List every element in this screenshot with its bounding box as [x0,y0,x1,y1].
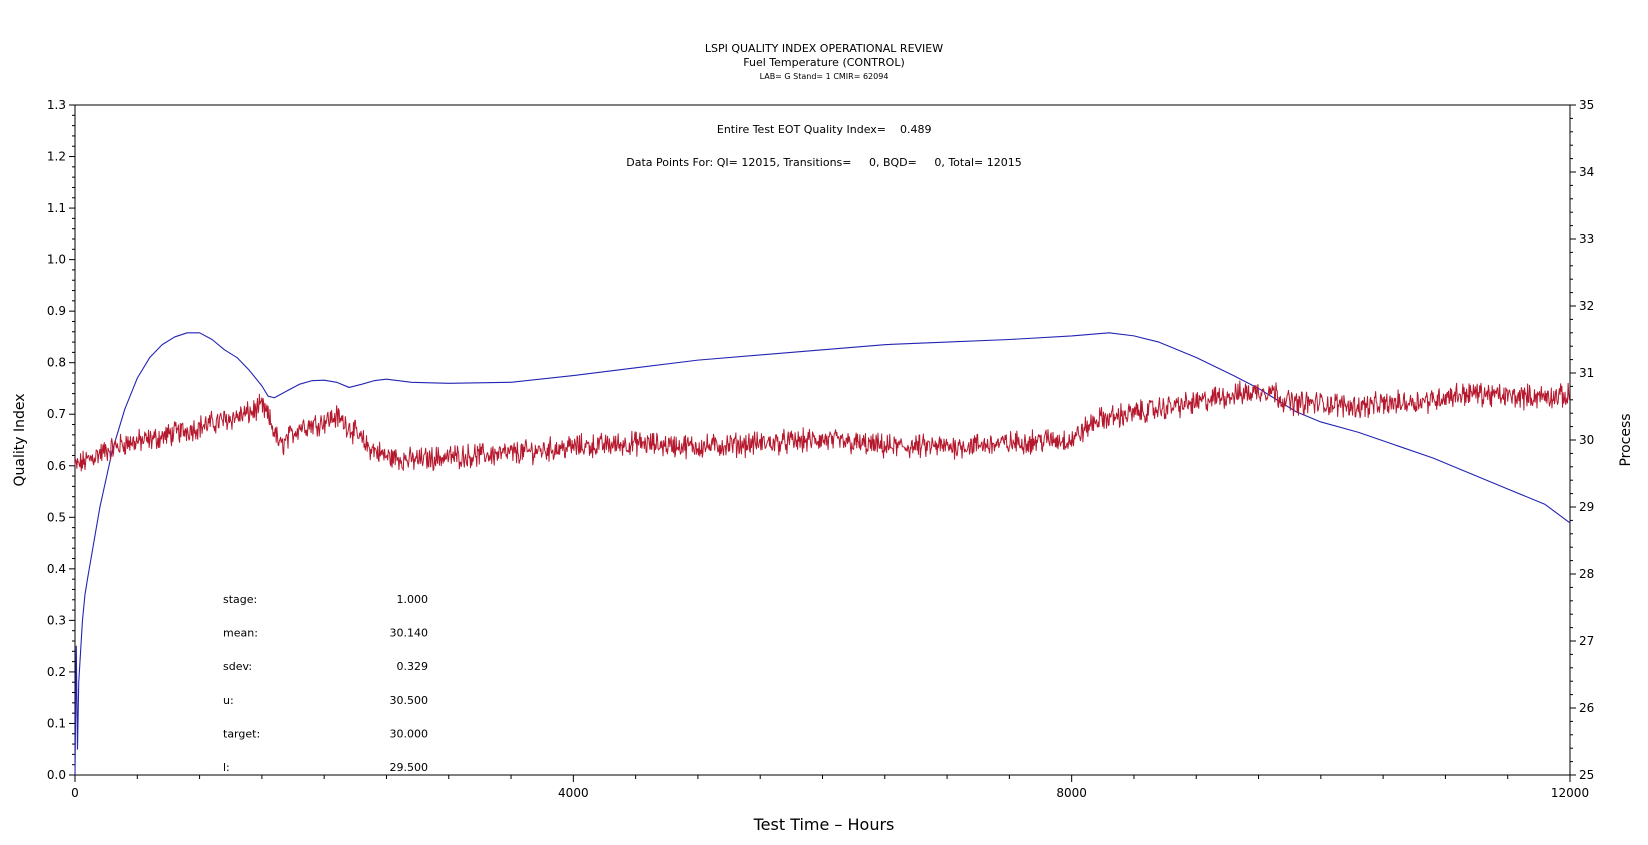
y-left-tick-label: 1.3 [47,98,66,112]
y-left-tick-label: 0.4 [47,562,66,576]
y-right-tick-label: 30 [1579,433,1594,447]
x-tick-label: 0 [71,786,79,800]
y-left-tick-label: 1.0 [47,253,66,267]
stat-value: 0.329 [397,660,429,673]
y-left-tick-label: 0.7 [47,407,66,421]
x-tick-label: 8000 [1056,786,1087,800]
y-left-tick-label: 0.6 [47,459,66,473]
y-left-tick-label: 0.1 [47,716,66,730]
stat-value: 30.140 [390,627,429,640]
y-left-tick-label: 0.3 [47,613,66,627]
y-right-tick-label: 29 [1579,500,1594,514]
series-quality-index-line [74,332,1571,776]
chart-title: LSPI QUALITY INDEX OPERATIONAL REVIEW [705,42,943,55]
stat-value: 1.000 [397,593,429,606]
y-left-tick-label: 0.8 [47,356,66,370]
stat-value: 29.500 [390,761,429,774]
qi-value: 0.489 [900,123,932,136]
y-right-tick-label: 27 [1579,634,1594,648]
y-left-tick-label: 1.2 [47,150,66,164]
y-right-tick-label: 35 [1579,98,1594,112]
x-tick-label: 4000 [558,786,589,800]
stat-label: target: [223,727,260,740]
y-axis-label-right: Process [1618,413,1634,466]
y-right-tick-label: 34 [1579,165,1594,179]
stat-label: stage: [223,593,257,606]
series-process-line [74,380,1571,472]
x-tick-label: 12000 [1551,786,1589,800]
stat-label: sdev: [223,660,252,673]
data-points-line: Data Points For: QI= 12015, Transitions=… [626,156,1021,169]
stat-label: l: [223,761,230,774]
x-axis-label: Test Time – Hours [753,815,895,834]
y-left-tick-label: 0.0 [47,768,66,782]
y-left-tick-label: 1.1 [47,201,66,215]
stat-value: 30.000 [390,727,429,740]
qi-label: Entire Test EOT Quality Index= [717,123,886,136]
y-left-tick-label: 0.2 [47,665,66,679]
y-right-tick-label: 28 [1579,567,1594,581]
y-axis-label-left: Quality Index [12,393,28,486]
y-right-tick-label: 25 [1579,768,1594,782]
y-left-tick-label: 0.9 [47,304,66,318]
y-right-tick-label: 31 [1579,366,1594,380]
y-right-tick-label: 32 [1579,299,1594,313]
y-left-tick-label: 0.5 [47,510,66,524]
stat-value: 30.500 [390,694,429,707]
chart-subtitle: Fuel Temperature (CONTROL) [743,56,905,69]
chart-subsubtitle: LAB= G Stand= 1 CMIR= 62094 [760,72,889,81]
y-right-tick-label: 33 [1579,232,1594,246]
stat-label: u: [223,694,234,707]
y-right-tick-label: 26 [1579,701,1594,715]
stat-label: mean: [223,627,258,640]
